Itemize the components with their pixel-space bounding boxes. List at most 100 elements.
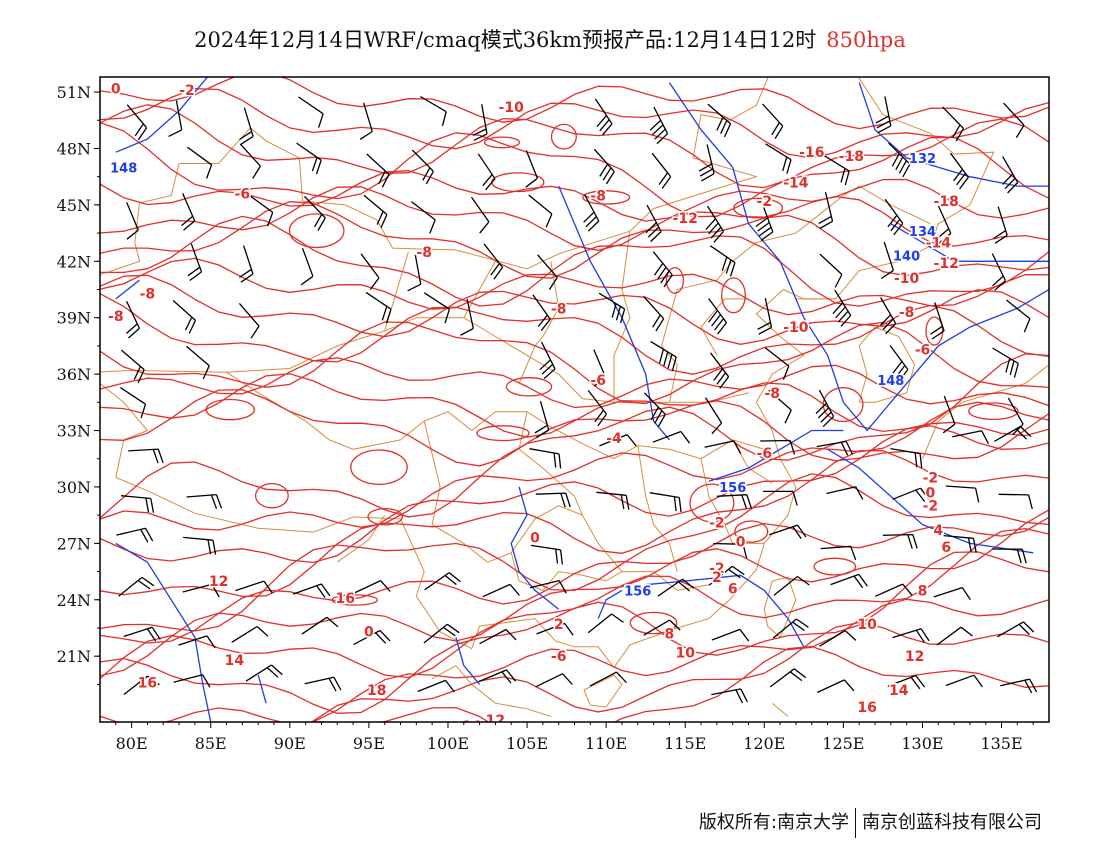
wind-barb [823, 154, 850, 186]
wind-barb [424, 572, 461, 591]
temperature-label: 2 [554, 617, 564, 633]
height-contour [115, 279, 140, 300]
height-label: 148 [877, 374, 904, 389]
wind-barb [594, 98, 613, 136]
wind-barb [709, 245, 736, 277]
wind-barb [537, 254, 558, 290]
wind-barb [819, 630, 857, 647]
wind-barb [1000, 678, 1038, 694]
isotherm [100, 170, 1049, 222]
wind-barb [649, 492, 682, 512]
wind-barb [819, 253, 843, 288]
wind-barb [760, 439, 796, 455]
isotherm [100, 509, 1049, 677]
copyright-left: 版权所有:南京大学 [698, 812, 849, 833]
lon-tick-label: 110E [585, 734, 627, 753]
wind-barb [707, 103, 732, 138]
wind-barb [657, 578, 695, 597]
wind-barb [643, 295, 665, 332]
isotherm-loop [254, 482, 289, 509]
wind-barb [755, 203, 774, 242]
height-contour [597, 589, 623, 619]
temperature-label: 4 [933, 523, 943, 539]
isotherm [100, 88, 1049, 159]
wind-barb [890, 447, 923, 469]
isotherm-loop [476, 425, 530, 442]
isotherm [100, 274, 1049, 345]
isotherm-loop [505, 377, 553, 397]
lon-tick-label: 125E [822, 734, 864, 753]
map-layers: 0 -2-10-16 -18-14-18-6 -8-12-2-14-12-10-8-8… [100, 77, 1049, 722]
temperature-label: 0 [530, 531, 540, 547]
lat-tick-label: 48N [57, 139, 91, 158]
wind-barb [945, 485, 980, 503]
height-label: 132 [909, 152, 936, 167]
footer-divider [855, 808, 856, 838]
wind-barb [120, 495, 155, 513]
wind-barb [942, 395, 956, 434]
isotherm-loop [483, 136, 521, 149]
wind-barb [763, 490, 798, 506]
height-contour [257, 674, 267, 704]
height-contour [668, 82, 1049, 432]
wind-barb [820, 545, 857, 561]
province-boundary [463, 261, 496, 318]
temperature-label: -8 [140, 286, 156, 302]
height-contour [890, 223, 1049, 262]
contour-labels: 0 -2-10-16 -18-14-18-6 -8-12-2-14-12-10-8-8… [107, 80, 961, 722]
wind-barb [529, 579, 567, 594]
coastline [771, 702, 789, 717]
height-contour [115, 77, 209, 153]
wind-barb [301, 616, 339, 635]
wind-barb [483, 243, 504, 280]
height-contour [558, 185, 670, 441]
wind-barb [181, 193, 196, 231]
province-boundary [423, 420, 709, 591]
wind-barb [173, 674, 211, 688]
copyright-footer: 版权所有:南京大学 南京创蓝科技有限公司 [699, 808, 1042, 838]
wind-barb [652, 430, 691, 444]
wind-barb [593, 349, 607, 387]
temperature-label: -8 [764, 386, 780, 402]
wind-barb [875, 583, 913, 597]
province-boundary [518, 336, 544, 384]
height-contour [455, 637, 481, 685]
wind-barb [482, 583, 520, 598]
wind-barb [536, 622, 574, 636]
wind-barb [645, 204, 662, 243]
temperature-label: -6 [235, 187, 251, 203]
wind-barb [884, 198, 904, 236]
wind-barb [1003, 102, 1025, 138]
isotherm [100, 401, 1049, 531]
temperature-label: 2 [712, 570, 722, 586]
wind-barb [598, 292, 626, 324]
lat-tick-label: 30N [57, 478, 91, 497]
temperature-label: -2 [757, 194, 773, 210]
wind-barb [709, 352, 730, 389]
lon-tick-label: 130E [901, 734, 943, 753]
isotherm-loop [721, 277, 746, 314]
wind-barb [587, 613, 624, 634]
wind-barb [583, 194, 600, 232]
wind-barb [292, 583, 331, 598]
temperature-label: -16 [799, 145, 824, 161]
wind-barb [587, 390, 608, 427]
lat-tick-label: 21N [57, 647, 91, 666]
temperature-label: 6 [728, 582, 738, 598]
isotherm [100, 321, 1049, 405]
wind-barb [949, 152, 969, 190]
isotherm [100, 121, 1049, 218]
wind-barb [535, 492, 571, 508]
province-boundary [637, 445, 678, 572]
isotherm [310, 645, 1049, 722]
wind-barb [353, 629, 391, 646]
wind-barb [943, 534, 977, 553]
wind-barb [187, 146, 213, 179]
wind-barb [704, 397, 723, 435]
wind-barb [892, 628, 930, 643]
isotherm [100, 389, 1049, 467]
temperature-label: -2 [179, 83, 195, 99]
wind-barb [304, 676, 342, 692]
height-contour [858, 82, 1049, 187]
height-contour [115, 542, 212, 722]
